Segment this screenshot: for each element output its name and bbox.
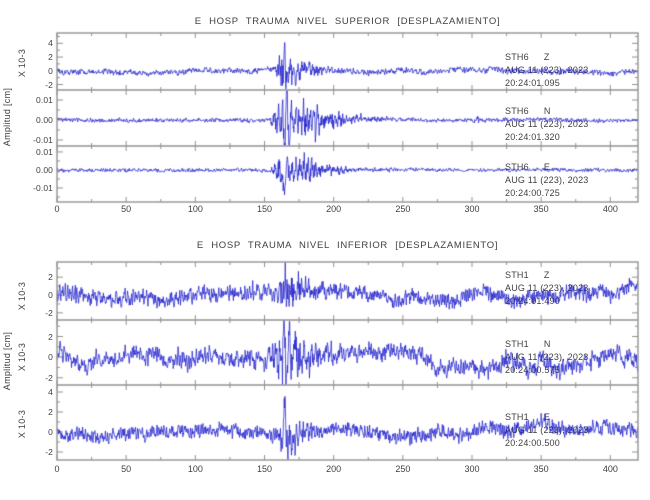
x-tick-label: 50 <box>121 464 132 474</box>
y-tick-label: 2 <box>48 272 53 283</box>
x-tick-label: 150 <box>256 464 273 474</box>
y-tick-label: 4 <box>48 38 53 49</box>
y-tick-label: 2 <box>48 331 53 342</box>
station-code: STH6 <box>505 52 529 62</box>
y-tick-label: 2 <box>48 407 53 417</box>
trace-time: 20:24:00.500 <box>505 438 560 448</box>
x-tick-label: 250 <box>395 204 411 214</box>
y-tick-label: -2 <box>45 79 53 90</box>
y-tick-label: 2 <box>48 52 53 63</box>
trace-label-sth6-e: STH6 E AUG 11 (223), 2023 20:24:00.725 <box>505 161 625 200</box>
x-tick-label: 150 <box>256 204 273 214</box>
y-tick-label: 4 <box>48 387 53 397</box>
component-code: Z <box>543 270 550 280</box>
y-tick-label: 0.01 <box>36 95 53 105</box>
x-tick-label: 0 <box>54 204 60 214</box>
component-code: Z <box>543 52 550 62</box>
y-tick-label: 0.00 <box>36 115 53 125</box>
trace-station-line: STH1 Z <box>505 269 625 282</box>
x-tick-label: 100 <box>187 464 203 474</box>
trace-label-sth1-n: STH1 N AUG 11 (223), 2023 20:24:00.575 <box>505 338 625 377</box>
component-code: E <box>543 412 551 422</box>
station-code: STH1 <box>505 412 529 422</box>
x-tick-label: 350 <box>533 204 549 214</box>
trace-date: AUG 11 (223), 2023 <box>505 65 589 75</box>
y-tick-label: -2 <box>45 307 53 318</box>
y-tick-label: 0.00 <box>36 164 53 175</box>
y-tick-label: -0.01 <box>33 135 53 145</box>
trace-station-line: STH1 E <box>505 411 625 424</box>
trace-time: 20:24:01.320 <box>505 132 560 142</box>
trace-time: 20:24:00.575 <box>505 365 560 375</box>
component-code: E <box>543 162 551 172</box>
panel-title-superior: E HOSP TRAUMA NIVEL SUPERIOR [DESPLAZAMI… <box>194 16 501 27</box>
trace-date: AUG 11 (223), 2023 <box>505 352 589 362</box>
station-code: STH6 <box>505 162 529 172</box>
trace-label-sth6-n: STH6 N AUG 11 (223), 2023 20:24:01.320 <box>505 105 625 144</box>
trace-time: 20:24:01.490 <box>505 296 560 306</box>
y-tick-label: -2 <box>45 372 53 383</box>
x-tick-label: 200 <box>326 464 342 474</box>
y-tick-label: 0 <box>48 427 53 437</box>
x-tick-label: 300 <box>464 204 480 214</box>
station-code: STH6 <box>505 106 529 116</box>
trace-date: AUG 11 (223), 2023 <box>505 119 589 129</box>
y-tick-label: -2 <box>45 447 53 457</box>
trace-date: AUG 11 (223), 2023 <box>505 425 589 435</box>
x-tick-label: 250 <box>395 464 411 474</box>
x-tick-label: 0 <box>54 464 60 474</box>
trace-date: AUG 11 (223), 2023 <box>505 175 589 185</box>
y-tick-label: 0 <box>48 352 53 363</box>
y-tick-label: 0 <box>48 290 53 300</box>
station-code: STH1 <box>505 339 529 349</box>
x-tick-label: 350 <box>533 464 549 474</box>
component-code: N <box>543 339 551 349</box>
y-tick-label: 0.01 <box>36 146 53 157</box>
panel-title-inferior: E HOSP TRAUMA NIVEL INFERIOR [DESPLAZAMI… <box>196 240 499 251</box>
trace-station-line: STH6 N <box>505 105 625 118</box>
trace-station-line: STH6 Z <box>505 51 625 64</box>
trace-label-sth1-z: STH1 Z AUG 11 (223), 2023 20:24:01.490 <box>505 269 625 308</box>
x-tick-label: 200 <box>326 204 342 214</box>
trace-time: 20:24:00.725 <box>505 188 560 198</box>
trace-date: AUG 11 (223), 2023 <box>505 283 589 293</box>
x-tick-label: 400 <box>602 204 618 214</box>
trace-station-line: STH1 N <box>505 338 625 351</box>
x-tick-label: 400 <box>602 464 618 474</box>
x-tick-label: 100 <box>187 204 203 214</box>
y-tick-label: 0 <box>48 65 53 76</box>
x-tick-label: 50 <box>121 204 132 214</box>
trace-label-sth6-z: STH6 Z AUG 11 (223), 2023 20:24:01.095 <box>505 51 625 90</box>
component-code: N <box>543 106 551 116</box>
trace-station-line: STH6 E <box>505 161 625 174</box>
trace-time: 20:24:01.095 <box>505 78 560 88</box>
trace-label-sth1-e: STH1 E AUG 11 (223), 2023 20:24:00.500 <box>505 411 625 450</box>
station-code: STH1 <box>505 270 529 280</box>
y-tick-label: -0.01 <box>33 182 53 193</box>
x-tick-label: 300 <box>464 464 480 474</box>
